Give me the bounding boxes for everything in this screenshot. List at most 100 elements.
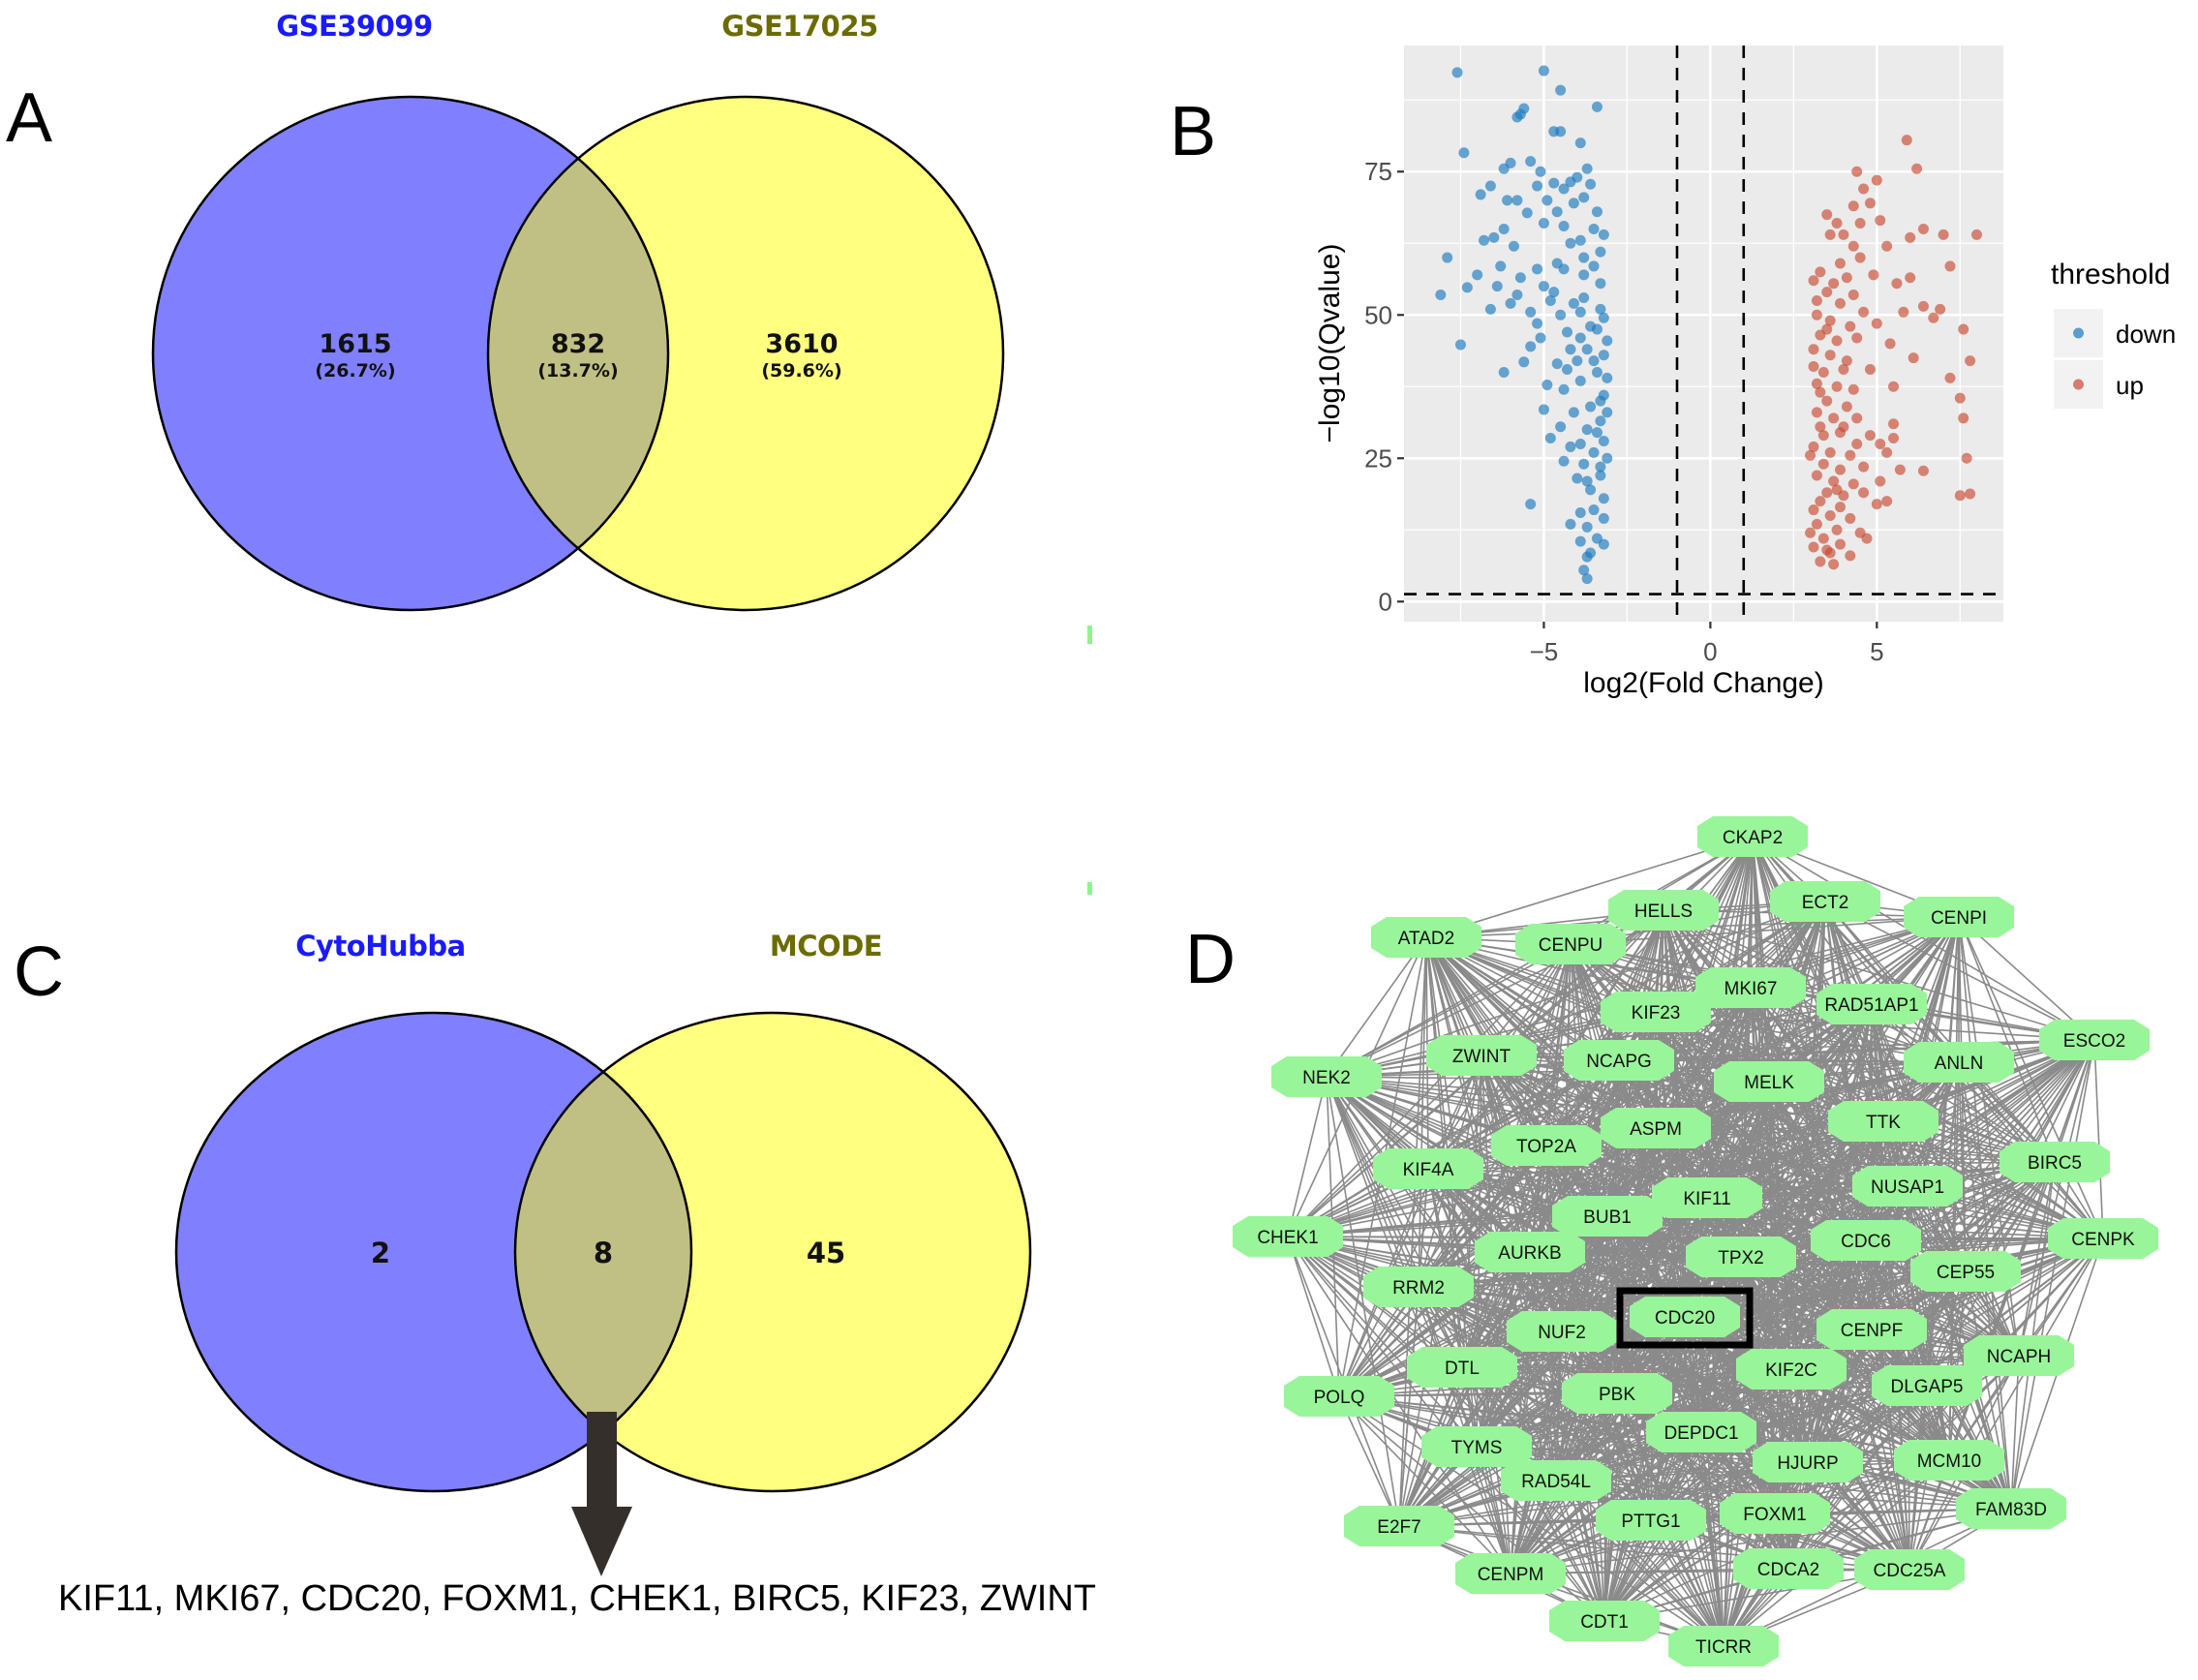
data-point-down bbox=[1595, 461, 1606, 473]
node-label: DEPDC1 bbox=[1664, 1423, 1738, 1444]
network-node[interactable]: CENPU bbox=[1515, 924, 1626, 964]
network-node[interactable]: HJURP bbox=[1753, 1442, 1863, 1482]
venn-c-count-right: 45 bbox=[807, 1237, 845, 1269]
network-node[interactable]: PBK bbox=[1562, 1373, 1672, 1414]
network-node[interactable]: KIF11 bbox=[1652, 1177, 1762, 1218]
network-node[interactable]: ECT2 bbox=[1770, 881, 1880, 922]
node-label: CHEK1 bbox=[1257, 1228, 1318, 1248]
node-label: TPX2 bbox=[1718, 1248, 1764, 1268]
data-point-up bbox=[1841, 401, 1852, 412]
network-node[interactable]: CENPK bbox=[2048, 1218, 2158, 1259]
network-node[interactable]: CENPI bbox=[1904, 897, 2014, 937]
network-node[interactable]: DLGAP5 bbox=[1872, 1365, 1982, 1406]
network-node[interactable]: KIF4A bbox=[1373, 1148, 1483, 1189]
network-edge bbox=[1461, 1366, 1511, 1574]
network-node[interactable]: BUB1 bbox=[1552, 1196, 1663, 1237]
data-point-down bbox=[1479, 234, 1490, 246]
node-label: CENPK bbox=[2071, 1230, 2135, 1250]
data-point-up bbox=[1845, 512, 1856, 524]
network-node[interactable]: AURKB bbox=[1475, 1232, 1585, 1272]
network-node[interactable]: POLQ bbox=[1284, 1376, 1394, 1417]
data-point-up bbox=[1838, 421, 1849, 433]
network-edge bbox=[1287, 1054, 1482, 1237]
network-node[interactable]: NCAPH bbox=[1964, 1335, 2074, 1376]
network-node[interactable]: CHEK1 bbox=[1233, 1216, 1343, 1257]
network-node[interactable]: NUF2 bbox=[1507, 1311, 1617, 1352]
node-label: RAD54L bbox=[1521, 1472, 1591, 1492]
network-node[interactable]: CDT1 bbox=[1549, 1601, 1660, 1641]
network-node[interactable]: RRM2 bbox=[1363, 1267, 1474, 1307]
network-edge bbox=[1287, 943, 1572, 1237]
node-octagon bbox=[1686, 1237, 1796, 1277]
data-point-down bbox=[1581, 573, 1593, 585]
node-label: ECT2 bbox=[1802, 893, 1849, 913]
network-node[interactable]: RAD51AP1 bbox=[1816, 984, 1927, 1024]
network-node[interactable]: E2F7 bbox=[1344, 1506, 1454, 1546]
network-node[interactable]: PTTG1 bbox=[1596, 1500, 1706, 1541]
network-node[interactable]: MELK bbox=[1714, 1061, 1824, 1102]
data-point-up bbox=[1908, 352, 1919, 364]
network-node[interactable]: CENPM bbox=[1455, 1553, 1566, 1594]
network-edge bbox=[1555, 1480, 1725, 1647]
data-point-up bbox=[1864, 198, 1876, 209]
network-node[interactable]: TICRR bbox=[1668, 1626, 1779, 1666]
network-node[interactable]: ASPM bbox=[1601, 1108, 1711, 1148]
data-point-down bbox=[1585, 484, 1597, 496]
network-node[interactable]: FOXM1 bbox=[1720, 1493, 1830, 1534]
network-node[interactable]: CDC6 bbox=[1811, 1220, 1921, 1261]
data-point-down bbox=[1581, 551, 1593, 563]
data-point-down bbox=[1551, 206, 1563, 218]
network-node[interactable]: CENPF bbox=[1816, 1309, 1927, 1350]
node-octagon bbox=[1407, 1347, 1517, 1388]
network-edge bbox=[1398, 1512, 1776, 1527]
data-point-down bbox=[1555, 84, 1567, 96]
network-node[interactable]: TOP2A bbox=[1491, 1125, 1602, 1166]
network-node[interactable]: CKAP2 bbox=[1697, 816, 1808, 857]
data-point-up bbox=[1851, 412, 1863, 424]
network-node[interactable]: MCM10 bbox=[1894, 1440, 2004, 1481]
node-octagon bbox=[1894, 1440, 2004, 1481]
network-node[interactable]: DEPDC1 bbox=[1646, 1412, 1756, 1452]
network-node[interactable]: CDC25A bbox=[1854, 1549, 1965, 1590]
data-point-down bbox=[1574, 507, 1586, 519]
network-node[interactable]: FAM83D bbox=[1956, 1488, 2066, 1529]
network-node[interactable]: CDCA2 bbox=[1733, 1548, 1844, 1589]
network-node[interactable]: KIF23 bbox=[1601, 992, 1711, 1032]
network-node[interactable]: ATAD2 bbox=[1371, 917, 1481, 958]
network-node[interactable]: KIF2C bbox=[1736, 1349, 1847, 1390]
network-node[interactable]: MKI67 bbox=[1695, 967, 1806, 1008]
network-node[interactable]: TTK bbox=[1828, 1101, 1939, 1142]
network-edge bbox=[1326, 1076, 1770, 1083]
network-node[interactable]: BIRC5 bbox=[2000, 1142, 2110, 1182]
network-node[interactable]: TYMS bbox=[1421, 1426, 1532, 1467]
network-node[interactable]: CDC20 bbox=[1630, 1297, 1740, 1337]
node-label: BIRC5 bbox=[2028, 1153, 2082, 1174]
network-node[interactable]: NUSAP1 bbox=[1852, 1166, 1963, 1207]
data-point-down bbox=[1588, 260, 1600, 272]
network-node[interactable]: ESCO2 bbox=[2039, 1020, 2150, 1060]
network-node[interactable]: TPX2 bbox=[1686, 1237, 1796, 1277]
data-point-up bbox=[1944, 372, 1956, 383]
network-node[interactable]: RAD54L bbox=[1501, 1460, 1611, 1501]
network-edge bbox=[1476, 1446, 1950, 1461]
data-point-up bbox=[1847, 200, 1859, 212]
data-point-down bbox=[1538, 218, 1549, 229]
network-node[interactable]: ANLN bbox=[1904, 1042, 2014, 1083]
data-point-up bbox=[1815, 266, 1826, 278]
network-node[interactable]: DTL bbox=[1407, 1347, 1517, 1388]
network-edge bbox=[1425, 836, 1754, 938]
network-node[interactable]: ZWINT bbox=[1426, 1035, 1537, 1076]
data-point-up bbox=[1917, 223, 1929, 234]
legend-title: threshold bbox=[2051, 259, 2170, 290]
network-node[interactable]: CEP55 bbox=[1910, 1251, 2021, 1292]
legend-label-up: up bbox=[2116, 371, 2144, 400]
network-node[interactable]: NCAPG bbox=[1564, 1040, 1674, 1081]
data-point-up bbox=[1808, 275, 1819, 287]
data-point-up bbox=[1871, 499, 1882, 510]
network-node[interactable]: HELLS bbox=[1608, 890, 1719, 931]
node-octagon bbox=[1421, 1426, 1532, 1467]
network-node[interactable]: NEK2 bbox=[1271, 1056, 1382, 1097]
node-label: CDT1 bbox=[1580, 1612, 1629, 1633]
node-label: RAD51AP1 bbox=[1824, 995, 1918, 1016]
